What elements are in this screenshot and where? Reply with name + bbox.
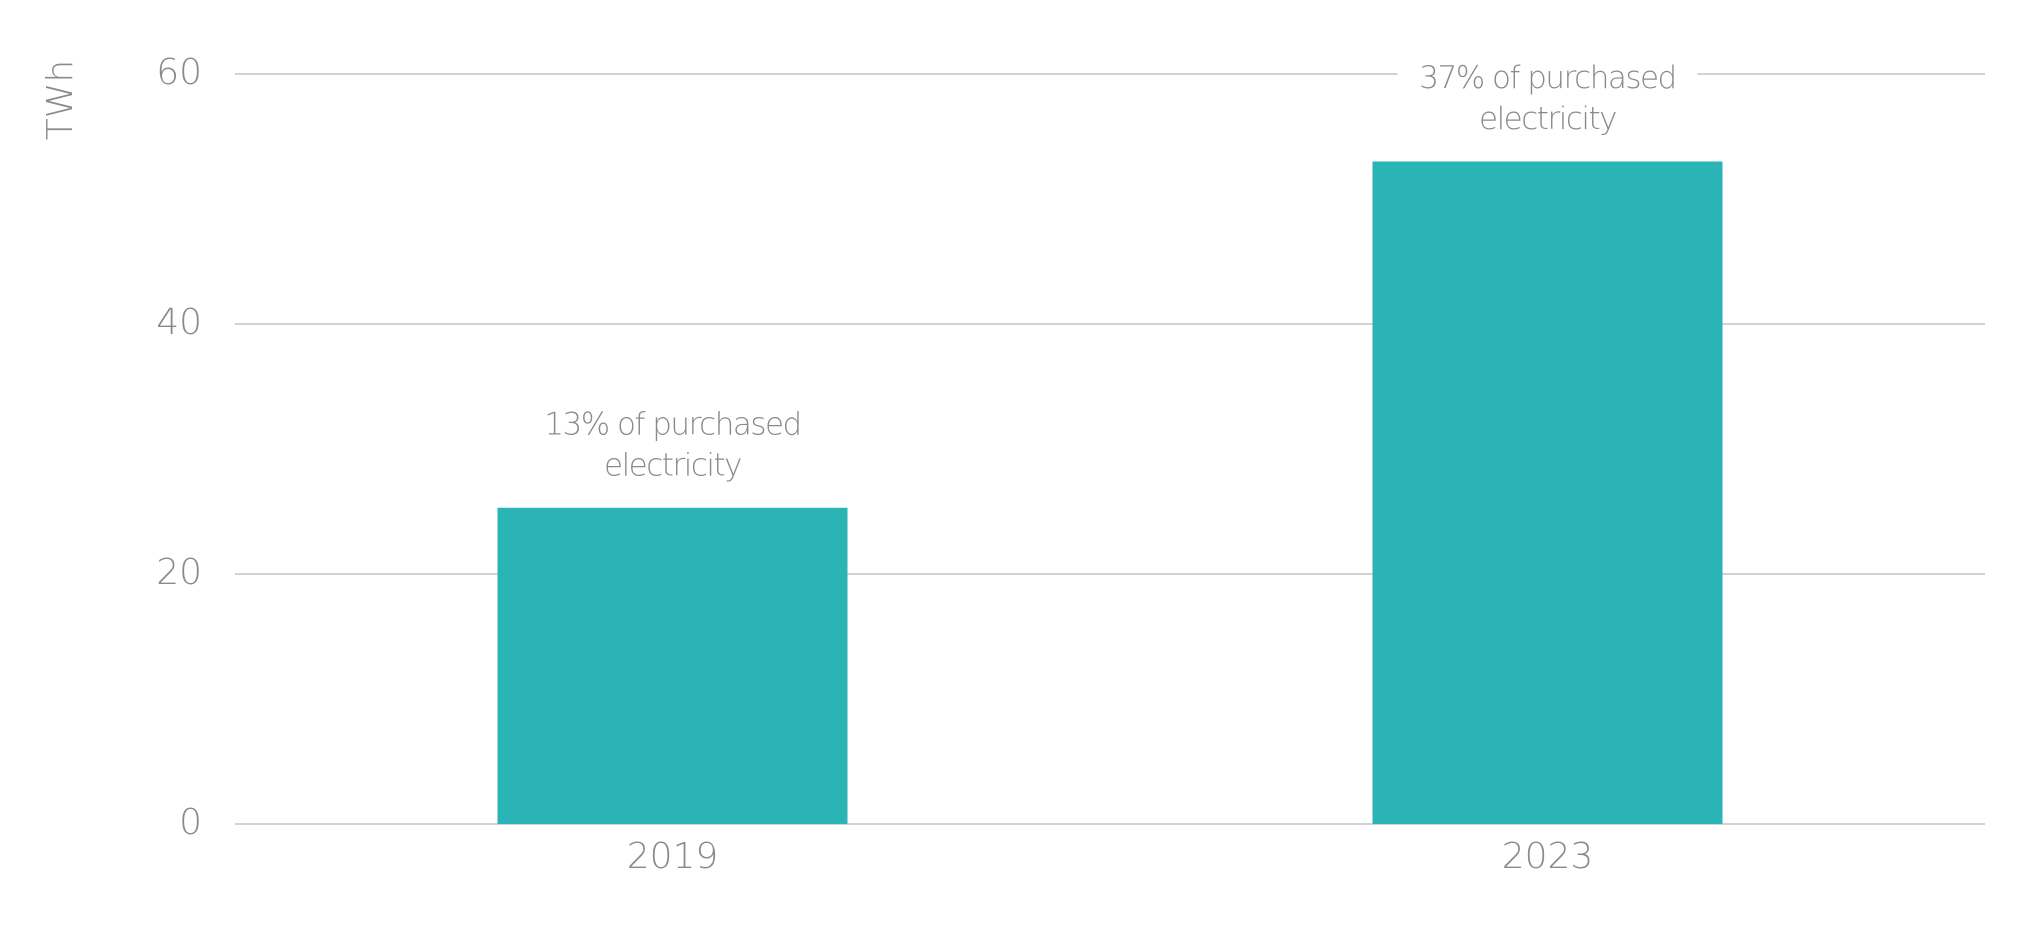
- y-tick-label: 60: [156, 52, 202, 93]
- y-tick-label: 0: [179, 802, 202, 843]
- x-tick-label: 2019: [627, 836, 719, 877]
- y-axis-label: TWh: [40, 60, 81, 140]
- bar: [1372, 161, 1723, 824]
- annotation: electricity: [1479, 101, 1616, 137]
- y-tick-label: 20: [156, 552, 202, 593]
- bar: [497, 507, 848, 824]
- annotation-background: [1397, 59, 1698, 144]
- annotation: 37% of purchased: [1419, 60, 1675, 96]
- annotation: electricity: [604, 447, 741, 483]
- annotation-background: [522, 405, 823, 490]
- y-tick-label: 40: [156, 302, 202, 343]
- x-tick-label: 2023: [1502, 836, 1594, 877]
- annotation: 13% of purchased: [544, 406, 800, 442]
